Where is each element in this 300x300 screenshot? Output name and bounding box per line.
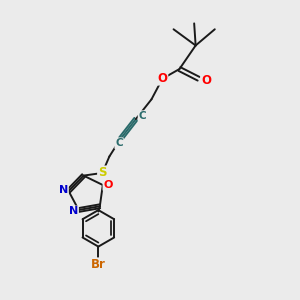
Text: O: O [103,180,113,190]
Text: Br: Br [91,258,106,272]
Text: N: N [59,184,68,195]
Text: C: C [139,111,146,121]
Text: C: C [115,138,123,148]
Text: N: N [69,206,78,217]
Text: O: O [158,72,167,85]
Text: S: S [98,167,106,179]
Text: O: O [201,74,211,87]
